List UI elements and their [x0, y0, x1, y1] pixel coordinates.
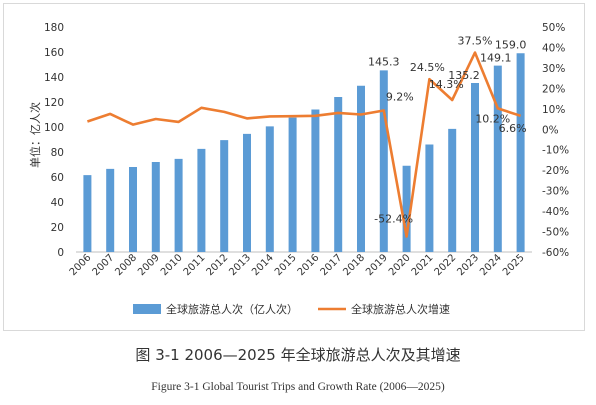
x-tick-label: 2016 — [296, 252, 322, 278]
y2-tick-label: -50% — [542, 227, 569, 239]
bar — [425, 144, 434, 252]
data-label: -52.4% — [374, 212, 413, 225]
x-tick-label: 2007 — [91, 252, 117, 278]
y2-tick-label: -20% — [542, 165, 569, 177]
bar — [106, 168, 115, 252]
y-tick-label: 80 — [51, 147, 64, 159]
y2-tick-label: 10% — [542, 104, 565, 116]
y-tick-label: 140 — [44, 72, 64, 84]
data-label: 159.0 — [495, 38, 527, 51]
bar — [402, 165, 411, 252]
y-tick-label: 180 — [44, 22, 64, 34]
bar — [379, 70, 388, 252]
y-tick-label: 160 — [44, 47, 64, 59]
x-tick-label: 2024 — [478, 252, 504, 278]
data-label: 24.5% — [410, 61, 445, 74]
y2-tick-label: 20% — [542, 83, 565, 95]
bar — [265, 126, 274, 252]
data-label: 6.6% — [499, 122, 527, 135]
data-label: 9.2% — [386, 90, 414, 103]
y-tick-label: 120 — [44, 97, 64, 109]
y2-tick-label: 0% — [542, 124, 559, 136]
bar — [471, 83, 479, 252]
x-tick-label: 2012 — [205, 252, 231, 278]
y2-tick-label: -40% — [542, 206, 569, 218]
x-tick-label: 2013 — [227, 252, 253, 278]
x-tick-label: 2020 — [387, 252, 413, 278]
y-tick-label: 100 — [44, 122, 64, 134]
y2-tick-label: 50% — [542, 22, 565, 34]
bar — [357, 85, 365, 252]
data-label: 14.3% — [429, 78, 464, 91]
y-tick-label: 20 — [51, 222, 64, 234]
x-tick-label: 2019 — [364, 252, 390, 278]
x-tick-label: 2006 — [68, 252, 94, 278]
growth-line — [86, 51, 522, 238]
bar — [288, 117, 297, 252]
bar — [220, 140, 229, 252]
legend-bar-swatch — [133, 304, 161, 314]
legend-line-label: 全球旅游总人次增速 — [351, 302, 450, 316]
data-label: 149.1 — [480, 52, 512, 65]
x-tick-label: 2018 — [341, 252, 367, 278]
y2-tick-label: -60% — [542, 247, 569, 259]
bar — [129, 167, 137, 252]
y2-tick-label: -10% — [542, 145, 569, 157]
chart-frame — [3, 3, 585, 331]
data-label: 135.2 — [448, 69, 480, 82]
y-axis-title: 单位：亿人次 — [28, 102, 42, 168]
bar — [334, 97, 343, 252]
y-tick-label: 0 — [57, 247, 64, 259]
bar — [448, 128, 457, 252]
y2-tick-label: 30% — [542, 63, 565, 75]
bar — [516, 53, 525, 252]
bar — [197, 148, 206, 252]
x-tick-label: 2017 — [319, 252, 345, 278]
x-tick-label: 2022 — [433, 252, 459, 278]
x-tick-label: 2023 — [455, 252, 481, 278]
caption-chinese: 图 3-1 2006—2025 年全球旅游总人次及其增速 — [135, 346, 461, 364]
x-tick-label: 2015 — [273, 252, 299, 278]
bar — [151, 162, 160, 252]
data-label: 10.2% — [475, 112, 510, 125]
data-label: 37.5% — [458, 35, 493, 48]
x-tick-label: 2011 — [182, 252, 208, 278]
bar — [174, 158, 183, 252]
x-tick-label: 2008 — [113, 252, 139, 278]
caption-english: Figure 3-1 Global Tourist Trips and Grow… — [151, 381, 445, 393]
y2-tick-label: -30% — [542, 186, 569, 198]
y-tick-label: 60 — [51, 172, 64, 184]
chart: 0 20 40 60 80 100 120 140 160 180 -60% -50% -40% -30%… — [28, 22, 569, 316]
x-tick-label: 2010 — [159, 252, 185, 278]
x-tick-label: 2025 — [501, 252, 527, 278]
bar — [243, 133, 251, 252]
x-tick-label: 2009 — [136, 252, 162, 278]
bar — [493, 65, 502, 252]
x-tick-label: 2021 — [410, 252, 436, 278]
legend-bar-label: 全球旅游总人次（亿人次） — [166, 302, 298, 316]
y2-tick-label: 40% — [542, 42, 565, 54]
y-tick-label: 40 — [51, 197, 64, 209]
data-label: 145.3 — [368, 55, 400, 68]
bar — [83, 175, 92, 252]
bar — [311, 109, 320, 252]
x-tick-label: 2014 — [250, 252, 276, 278]
